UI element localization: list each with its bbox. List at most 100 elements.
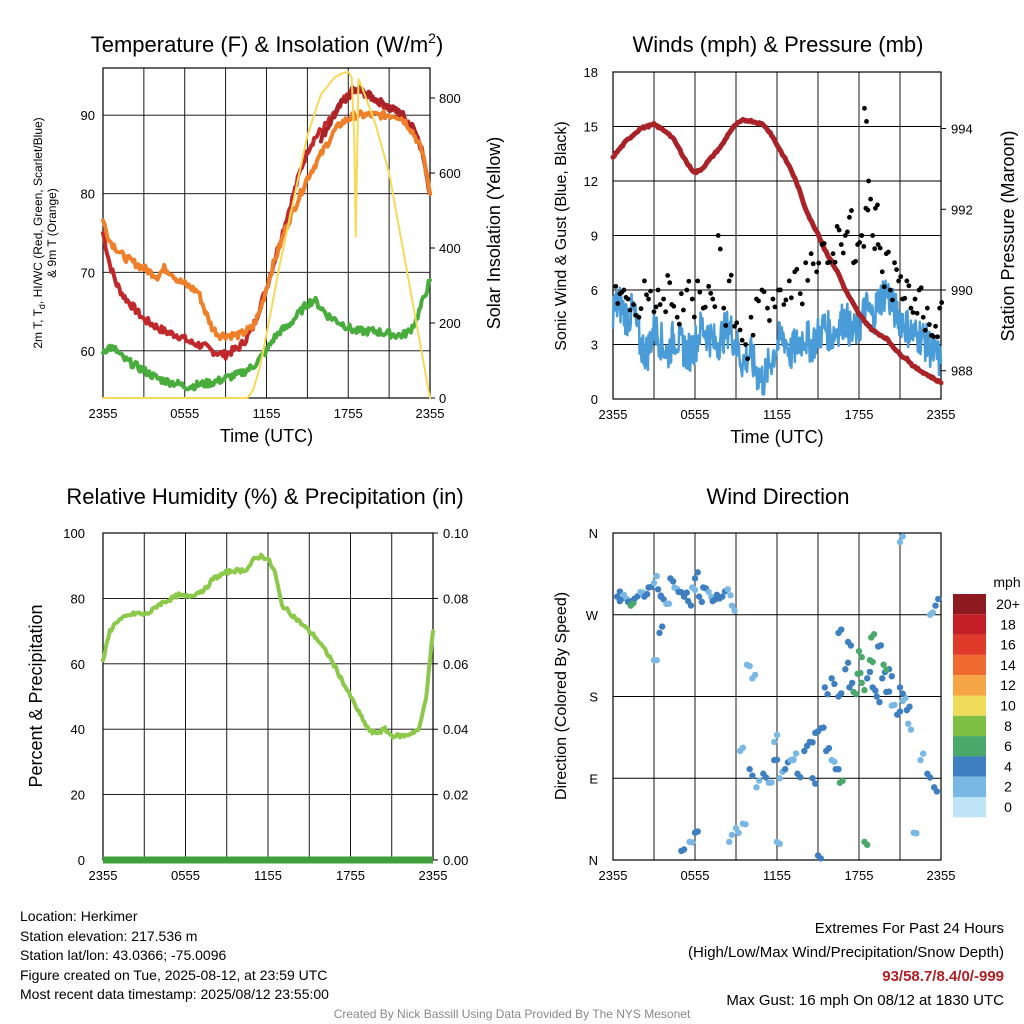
y2-tick-label: 0.06 <box>443 657 468 672</box>
direction-point <box>907 726 915 733</box>
direction-point <box>858 679 865 687</box>
y-tick-label: 9 <box>591 229 598 244</box>
direction-point <box>728 831 736 839</box>
y2-tick-label: 0.10 <box>443 526 468 541</box>
direction-point <box>906 703 913 710</box>
direction-point <box>891 701 898 709</box>
x-axis-label: Time (UTC) <box>220 426 313 446</box>
y2-tick-label: 992 <box>951 202 973 217</box>
y-tick-label: 0 <box>591 392 598 407</box>
gust-point <box>781 302 787 307</box>
direction-point <box>776 840 783 848</box>
direction-point <box>917 756 924 764</box>
gust-point <box>836 227 842 233</box>
direction-point <box>665 600 673 607</box>
gust-point <box>935 334 940 340</box>
direction-point <box>746 662 753 670</box>
legend-swatch <box>953 736 986 757</box>
direction-point <box>698 598 706 606</box>
gust-point <box>799 301 805 307</box>
direction-point <box>695 593 703 600</box>
series-orange-line <box>101 109 432 342</box>
direction-point <box>732 825 740 832</box>
direction-point <box>643 590 651 598</box>
direction-point <box>650 579 658 587</box>
gust-point <box>657 302 663 307</box>
legend-label: 10 <box>1000 698 1016 714</box>
x-tick-label: 2355 <box>89 868 118 883</box>
direction-point <box>835 765 842 773</box>
gust-point <box>862 105 867 111</box>
direction-point <box>831 680 838 688</box>
y-tick-label: 100 <box>63 526 85 541</box>
direction-point <box>861 686 868 694</box>
legend-label: 6 <box>1004 738 1012 754</box>
gust-point <box>890 297 895 303</box>
gust-point <box>904 278 910 284</box>
sonic-wind-line <box>611 279 943 396</box>
direction-point <box>858 653 865 661</box>
gust-point <box>902 295 908 301</box>
gust-point <box>697 289 703 295</box>
x-tick-label: 2355 <box>927 868 956 883</box>
gust-point <box>864 119 869 124</box>
y-tick-label: 18 <box>584 65 598 80</box>
gust-point <box>674 314 680 320</box>
y2-tick-label: 0.04 <box>443 722 468 737</box>
gust-point <box>933 323 938 329</box>
gust-point <box>717 246 723 252</box>
title-tail: ) <box>436 32 443 57</box>
direction-point <box>656 629 663 637</box>
direction-point <box>725 838 733 846</box>
direction-point <box>839 777 846 785</box>
x-tick-label: 1755 <box>845 407 874 422</box>
gust-point <box>803 260 809 266</box>
x-tick-label: 1155 <box>763 407 791 422</box>
legend-label: 18 <box>1000 616 1016 632</box>
direction-point <box>728 602 736 609</box>
direction-point <box>653 572 660 580</box>
gust-point <box>937 305 943 311</box>
gust-point <box>920 314 926 320</box>
x-tick-label: 1155 <box>253 406 281 421</box>
x-tick-label: 2355 <box>419 868 448 883</box>
direction-point <box>751 671 759 679</box>
y-tick-label: 60 <box>81 344 95 359</box>
gust-point <box>879 269 885 275</box>
direction-point <box>809 775 816 782</box>
y-tick-label: 40 <box>71 722 85 737</box>
gust-point <box>710 296 716 302</box>
gust-point <box>859 233 865 238</box>
direction-point <box>801 747 808 755</box>
x-tick-label: 1755 <box>845 868 874 883</box>
direction-point <box>820 724 827 731</box>
gust-point <box>756 298 761 304</box>
x-tick-label: 1755 <box>334 406 363 421</box>
direction-point <box>790 756 797 764</box>
direction-point <box>825 744 833 752</box>
gust-point <box>684 287 690 293</box>
direction-point <box>731 607 738 614</box>
direction-point <box>876 698 883 706</box>
gust-point <box>853 258 858 264</box>
direction-point <box>659 623 666 630</box>
direction-point <box>883 666 890 674</box>
direction-point <box>873 693 880 700</box>
gust-point <box>653 304 659 310</box>
legend-label: 2 <box>1004 779 1012 795</box>
x-tick-label: 2355 <box>89 406 118 421</box>
gust-point <box>678 291 684 297</box>
direction-point <box>749 772 756 779</box>
direction-point <box>773 756 781 763</box>
direction-point <box>680 846 688 853</box>
gust-point <box>842 233 848 238</box>
legend-swatch <box>953 695 986 716</box>
direction-point <box>831 758 838 765</box>
y-tick-label: 0 <box>78 853 85 868</box>
direction-point <box>705 588 712 596</box>
rh-line <box>101 552 435 740</box>
direction-point <box>828 675 835 682</box>
direction-point <box>896 684 904 691</box>
gust-point <box>770 296 776 302</box>
x-tick-label: 2355 <box>599 407 628 422</box>
